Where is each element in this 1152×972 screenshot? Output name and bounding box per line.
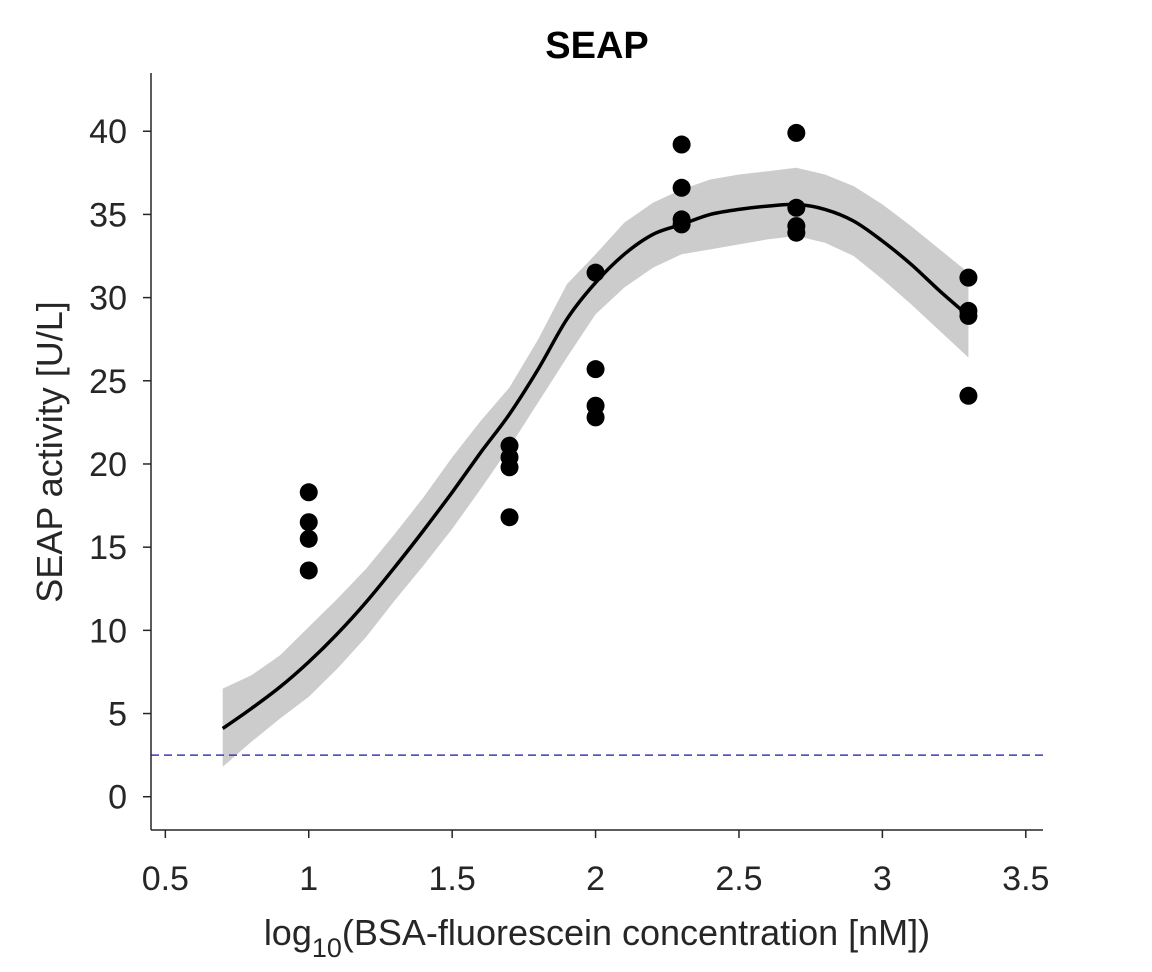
data-point [299,561,318,580]
x-tick-label: 1.5 [429,860,476,898]
y-tick-label: 25 [89,363,127,401]
y-tick-label: 35 [89,196,127,234]
data-point [787,123,806,142]
y-tick-label: 10 [89,612,127,650]
x-tick-label: 0.5 [142,860,189,898]
fit-curve-layer [221,202,970,730]
x-tick-label: 1 [299,860,318,898]
data-point [959,268,978,287]
data-points-layer [299,123,978,580]
data-point [299,513,318,532]
data-point [787,198,806,217]
y-tick-label: 20 [89,446,127,484]
x-tick-label: 3.5 [1002,860,1049,898]
data-point [500,458,519,477]
data-point [672,135,691,154]
y-axis-label: SEAP activity [U/L] [29,301,70,602]
data-point [787,223,806,242]
confidence-band [222,167,969,767]
axes-layer: 0 5 10 15 20 25 30 35 40 0.5 1 1.5 2 2.5 3 3.5 [89,73,1049,898]
x-axis-label-subscript: 10 [312,933,342,963]
data-point [586,360,605,379]
data-point [299,483,318,502]
y-tick-label: 30 [89,280,127,318]
y-tick-label: 5 [108,696,127,734]
data-point [586,408,605,427]
data-point [672,178,691,197]
fit-curve [221,202,970,730]
data-point [299,529,318,548]
confidence-band-layer [222,167,969,767]
chart-title: SEAP [545,25,648,67]
data-point [500,508,519,527]
x-axis-label-suffix: (BSA-fluorescein concentration [nM]) [342,912,930,953]
x-tick-label: 3 [873,860,892,898]
data-point [586,263,605,282]
x-axis-label: log10(BSA-fluorescein concentration [nM]… [264,912,930,963]
x-tick-label: 2.5 [715,860,762,898]
data-point [672,215,691,234]
data-point [959,386,978,405]
data-point [959,306,978,325]
x-axis-label-prefix: log [264,912,312,953]
x-tick-label: 2 [586,860,605,898]
y-tick-label: 15 [89,529,127,567]
y-tick-label: 0 [108,779,127,817]
y-tick-label: 40 [89,113,127,151]
